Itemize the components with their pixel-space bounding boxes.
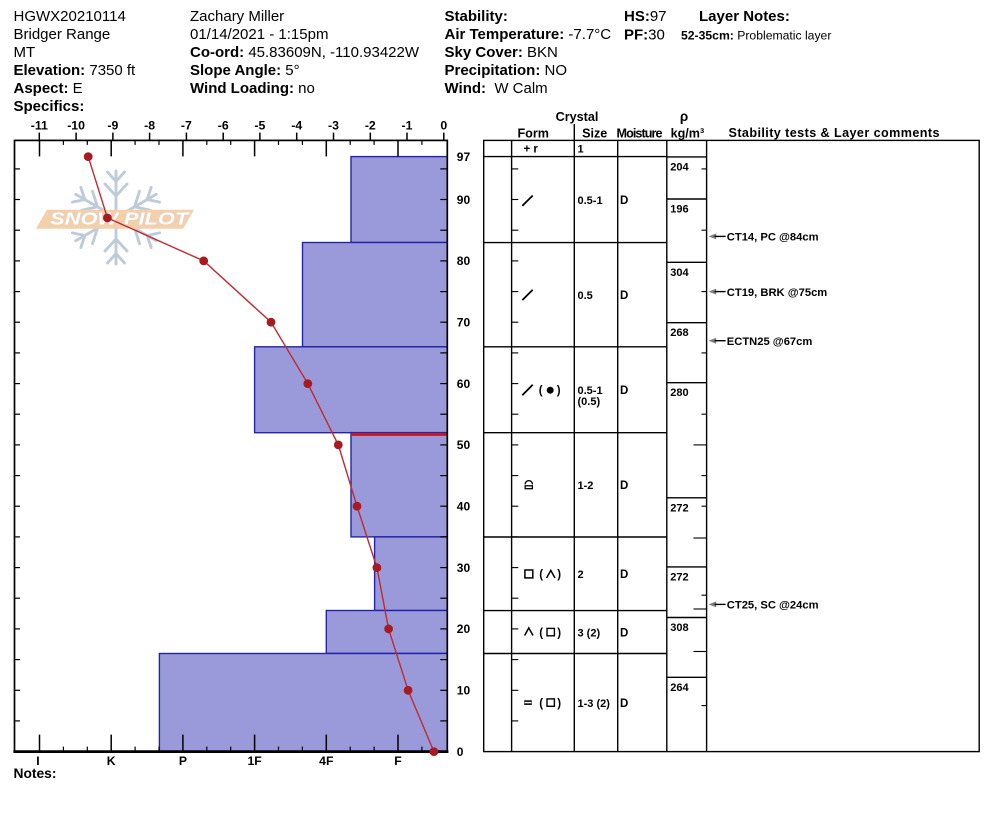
svg-text:97: 97: [457, 150, 471, 164]
svg-text:F: F: [394, 754, 401, 768]
svg-text:01/14/2021 - 1:15pm: 01/14/2021 - 1:15pm: [190, 26, 328, 43]
svg-text:1: 1: [578, 144, 584, 156]
svg-text:60: 60: [457, 377, 471, 391]
svg-text:I: I: [36, 754, 39, 768]
svg-text:308: 308: [670, 622, 688, 634]
svg-text:272: 272: [670, 502, 688, 514]
svg-text:-6: -6: [218, 118, 229, 132]
svg-text:Sky Cover: BKN: Sky Cover: BKN: [445, 44, 558, 61]
svg-text:Air Temperature: -7.7°C: Air Temperature: -7.7°C: [445, 26, 612, 43]
svg-text:-3: -3: [328, 118, 339, 132]
svg-text:(: (: [539, 698, 543, 710]
svg-text:-8: -8: [144, 118, 155, 132]
svg-text:ρ: ρ: [680, 109, 688, 124]
svg-text:Aspect: E: Aspect: E: [14, 80, 83, 97]
svg-text:-10: -10: [67, 118, 85, 132]
svg-text:): ): [557, 569, 561, 581]
svg-text:70: 70: [457, 316, 471, 330]
svg-text:Stability:: Stability:: [445, 8, 508, 25]
svg-text:0: 0: [457, 745, 464, 759]
svg-text:CT14, PC @84cm: CT14, PC @84cm: [727, 232, 819, 244]
svg-text:CT19, BRK @75cm: CT19, BRK @75cm: [727, 287, 827, 299]
svg-text:MT: MT: [14, 44, 36, 61]
svg-text:0.5-1: 0.5-1: [578, 195, 603, 207]
svg-text:1-3 (2): 1-3 (2): [578, 698, 611, 710]
svg-text:D: D: [620, 290, 628, 302]
svg-text:kg/m³: kg/m³: [671, 126, 705, 140]
svg-text:-5: -5: [254, 118, 265, 132]
svg-text:HGWX20210114: HGWX20210114: [14, 8, 126, 25]
svg-text:Precipitation: NO: Precipitation: NO: [445, 62, 568, 79]
svg-text:1-2: 1-2: [578, 480, 594, 492]
svg-text:0.5: 0.5: [578, 290, 593, 302]
svg-text:CT25, SC @24cm: CT25, SC @24cm: [727, 600, 819, 612]
svg-text:4F: 4F: [319, 754, 333, 768]
svg-text:-2: -2: [365, 118, 376, 132]
svg-text:Form: Form: [517, 126, 548, 140]
svg-text:PF:30: PF:30: [624, 27, 665, 44]
svg-text:Size: Size: [582, 126, 607, 140]
svg-text:D: D: [620, 385, 628, 397]
svg-text:Wind: W Calm: Wind: W Calm: [445, 80, 548, 97]
svg-text:3 (2): 3 (2): [578, 627, 601, 639]
svg-text:ECTN25 @67cm: ECTN25 @67cm: [727, 336, 813, 348]
svg-text:Moisture: Moisture: [617, 126, 663, 140]
svg-text:D: D: [620, 195, 628, 207]
svg-text:+ r: + r: [524, 144, 539, 156]
svg-text:0.5-1: 0.5-1: [578, 385, 603, 397]
svg-text:52-35cm: Problematic layer: 52-35cm: Problematic layer: [681, 29, 831, 43]
svg-text:HS:97: HS:97: [624, 8, 667, 25]
svg-text:K: K: [107, 754, 116, 768]
svg-text:-9: -9: [107, 118, 118, 132]
svg-text:196: 196: [670, 204, 688, 216]
svg-text:272: 272: [670, 571, 688, 583]
svg-text:Layer Notes:: Layer Notes:: [699, 8, 790, 25]
svg-text:SNOW PILOT: SNOW PILOT: [50, 209, 190, 229]
svg-text:-7: -7: [181, 118, 192, 132]
svg-text:): ): [557, 698, 561, 710]
svg-text:268: 268: [670, 327, 688, 339]
svg-text:30: 30: [457, 561, 471, 575]
svg-text:2: 2: [578, 569, 584, 581]
svg-text:Bridger Range: Bridger Range: [14, 26, 111, 43]
svg-text:D: D: [620, 627, 628, 639]
svg-text:D: D: [620, 569, 628, 581]
svg-text:Zachary Miller: Zachary Miller: [190, 8, 284, 25]
svg-text:40: 40: [457, 500, 471, 514]
svg-text:20: 20: [457, 622, 471, 636]
svg-text:): ): [557, 627, 561, 639]
svg-text:): ): [557, 385, 561, 397]
svg-text:D: D: [620, 698, 628, 710]
svg-text:50: 50: [457, 438, 471, 452]
svg-text:-4: -4: [291, 118, 302, 132]
svg-text:0: 0: [440, 118, 447, 132]
svg-text:P: P: [179, 754, 187, 768]
svg-text:Slope Angle: 5°: Slope Angle: 5°: [190, 62, 300, 79]
svg-text:Wind Loading: no: Wind Loading: no: [190, 80, 315, 97]
svg-text:1F: 1F: [247, 754, 261, 768]
svg-text:Co-ord: 45.83609N, -110.93422W: Co-ord: 45.83609N, -110.93422W: [190, 44, 420, 61]
svg-text:(0.5): (0.5): [578, 396, 601, 408]
svg-text:80: 80: [457, 254, 471, 268]
svg-text:264: 264: [670, 682, 689, 694]
svg-text:Specifics:: Specifics:: [14, 98, 85, 115]
svg-text:(: (: [539, 627, 543, 639]
svg-text:10: 10: [457, 684, 471, 698]
svg-text:D: D: [620, 480, 628, 492]
svg-text:204: 204: [670, 161, 689, 173]
svg-text:-11: -11: [31, 118, 48, 132]
svg-text:Elevation: 7350 ft: Elevation: 7350 ft: [14, 62, 137, 79]
svg-text:-1: -1: [402, 118, 413, 132]
svg-text:Stability tests & Layer commen: Stability tests & Layer comments: [729, 126, 940, 140]
svg-text:280: 280: [670, 387, 688, 399]
svg-text:(: (: [539, 569, 543, 581]
svg-text:(: (: [539, 385, 543, 397]
svg-text:Notes:: Notes:: [14, 766, 57, 781]
svg-text:Crystal: Crystal: [556, 110, 599, 124]
svg-text:304: 304: [670, 267, 689, 279]
svg-text:90: 90: [457, 193, 471, 207]
